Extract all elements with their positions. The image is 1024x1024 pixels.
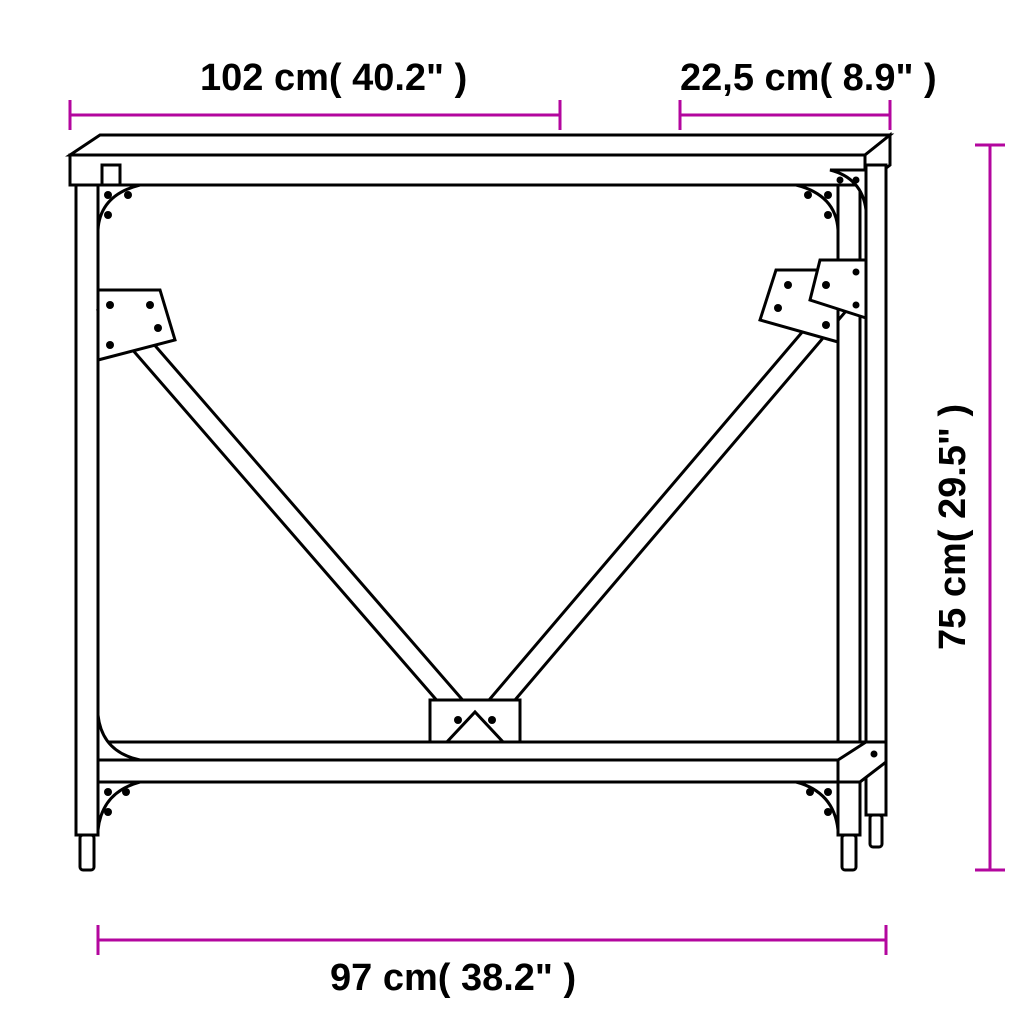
label-depth-top: 22,5 cm( 8.9" ) — [680, 57, 937, 99]
v-brace — [98, 260, 866, 760]
bottom-rails — [98, 742, 886, 782]
dim-depth-top — [680, 100, 890, 130]
label-height-right: 75 cm( 29.5" ) — [932, 404, 974, 650]
dimension-diagram: 102 cm( 40.2" ) 22,5 cm( 8.9" ) 75 cm( 2… — [0, 0, 1024, 1024]
label-width-bottom: 97 cm( 38.2" ) — [330, 957, 576, 999]
label-width-top: 102 cm( 40.2" ) — [200, 57, 467, 99]
dim-width-bottom — [98, 925, 886, 955]
dim-height-right — [975, 145, 1005, 870]
dim-width-top — [70, 100, 560, 130]
table-top — [70, 135, 890, 185]
